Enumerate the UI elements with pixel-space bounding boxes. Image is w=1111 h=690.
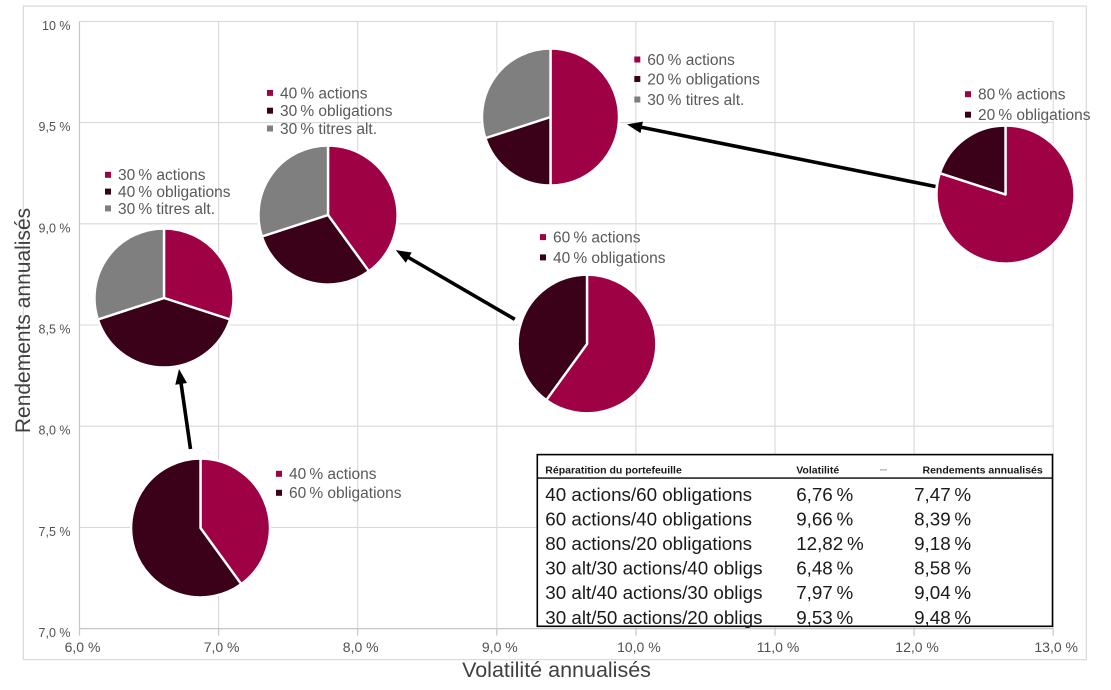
svg-text:40 actions/60 obligations: 40 actions/60 obligations (545, 484, 752, 505)
svg-text:60 % actions: 60 % actions (647, 52, 735, 69)
svg-text:8,0 %: 8,0 % (343, 639, 379, 655)
svg-text:40 % obligations: 40 % obligations (118, 184, 231, 201)
svg-text:30 % titres alt.: 30 % titres alt. (118, 201, 215, 218)
svg-text:60 % obligations: 60 % obligations (289, 485, 402, 502)
svg-text:20 % obligations: 20 % obligations (647, 71, 760, 88)
svg-text:8,58 %: 8,58 % (914, 558, 971, 579)
svg-text:7,5 %: 7,5 % (39, 525, 71, 539)
svg-text:9,66 %: 9,66 % (796, 508, 853, 529)
svg-text:12,82 %: 12,82 % (796, 533, 864, 554)
svg-text:30 % titres alt.: 30 % titres alt. (280, 121, 377, 138)
svg-text:80 actions/20 obligations: 80 actions/20 obligations (545, 533, 752, 554)
svg-text:7,97 %: 7,97 % (796, 582, 853, 603)
svg-text:60 % actions: 60 % actions (553, 230, 641, 247)
svg-text:8,39 %: 8,39 % (914, 508, 971, 529)
svg-text:10,0 %: 10,0 % (617, 639, 661, 655)
svg-text:Rendements annualisés: Rendements annualisés (923, 465, 1043, 477)
svg-text:8,0 %: 8,0 % (39, 424, 71, 438)
svg-text:9,5 %: 9,5 % (39, 120, 71, 134)
svg-text:11,0 %: 11,0 % (757, 639, 800, 655)
svg-text:7,47 %: 7,47 % (914, 484, 971, 505)
svg-text:Volatilité: Volatilité (796, 465, 839, 477)
svg-text:60 actions/40 obligations: 60 actions/40 obligations (545, 508, 752, 529)
svg-text:30 alt/50 actions/20 obligs: 30 alt/50 actions/20 obligs (545, 607, 762, 628)
svg-text:40 % obligations: 40 % obligations (553, 250, 666, 267)
svg-text:30 % obligations: 30 % obligations (280, 103, 393, 120)
svg-text:7,0 %: 7,0 % (204, 639, 240, 655)
svg-text:40 % actions: 40 % actions (280, 85, 368, 102)
svg-text:13,0 %: 13,0 % (1034, 639, 1078, 655)
svg-text:6,0 %: 6,0 % (65, 639, 101, 655)
svg-text:Rendements annualisés: Rendements annualisés (12, 208, 35, 433)
svg-text:9,04 %: 9,04 % (914, 582, 971, 603)
svg-text:9,53 %: 9,53 % (796, 607, 853, 628)
svg-text:40 % actions: 40 % actions (289, 466, 377, 483)
svg-text:6,76 %: 6,76 % (796, 484, 853, 505)
svg-text:30 % titres alt.: 30 % titres alt. (647, 92, 744, 109)
svg-text:30 % actions: 30 % actions (118, 167, 206, 184)
svg-text:8,5 %: 8,5 % (39, 323, 71, 337)
svg-text:Réparatition du portefeuille: Réparatition du portefeuille (545, 465, 682, 477)
svg-text:Volatilité annualisés: Volatilité annualisés (462, 658, 651, 682)
svg-text:6,48 %: 6,48 % (796, 558, 853, 579)
svg-text:80 % actions: 80 % actions (978, 87, 1066, 104)
svg-text:9,0 %: 9,0 % (482, 639, 518, 655)
svg-text:9,48 %: 9,48 % (914, 607, 971, 628)
svg-text:9,18 %: 9,18 % (914, 533, 971, 554)
svg-text:9,0 %: 9,0 % (39, 221, 71, 235)
svg-text:7,0 %: 7,0 % (39, 626, 71, 640)
svg-text:12,0 %: 12,0 % (895, 639, 939, 655)
svg-text:30 alt/40 actions/30 obligs: 30 alt/40 actions/30 obligs (545, 582, 762, 603)
svg-text:10 %: 10 % (42, 19, 71, 33)
svg-text:20 % obligations: 20 % obligations (978, 107, 1091, 124)
svg-text:30 alt/30 actions/40 obligs: 30 alt/30 actions/40 obligs (545, 558, 762, 579)
